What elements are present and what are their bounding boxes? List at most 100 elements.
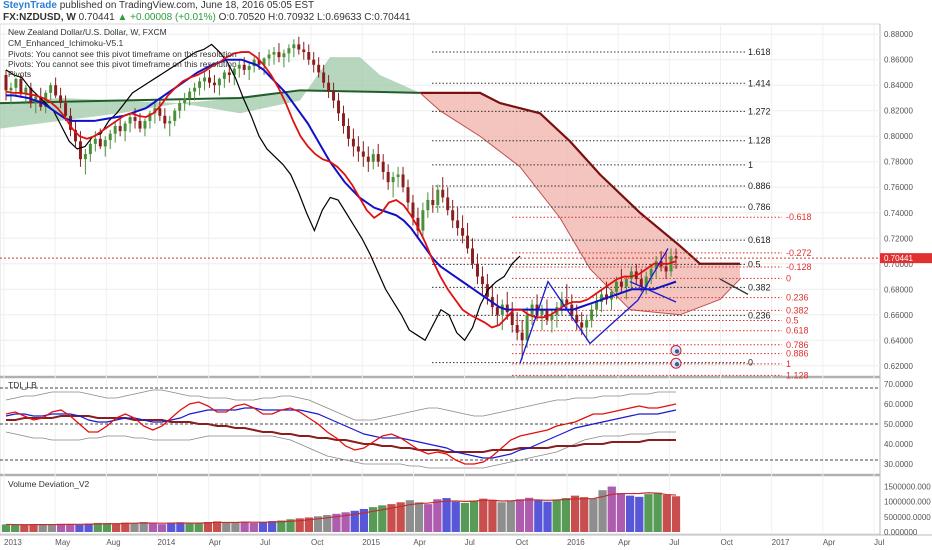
time-tick-label: Apr (823, 538, 836, 547)
candle-body (158, 108, 162, 116)
symbol[interactable]: FX:NZDUSD, W (3, 12, 76, 23)
candle-body (654, 261, 658, 269)
candle-body (217, 78, 221, 86)
volume-bar (258, 522, 268, 532)
last-price-tag: 0.70441 (880, 253, 932, 264)
published-text: published on TradingView.com, June 18, 2… (59, 0, 315, 11)
fib-ext-label: 0.886 (786, 349, 809, 359)
fib-ext-label: -0.128 (786, 262, 812, 272)
tdi-label[interactable]: TDI_LB (8, 380, 37, 390)
volume-bar (644, 494, 653, 532)
volume-tick-label: 500000.0000 (884, 513, 931, 522)
candle-body (500, 304, 504, 315)
candle-body (302, 49, 306, 53)
publisher-name[interactable]: SteynTrade (3, 0, 57, 11)
fib-ext-label: 0.382 (786, 305, 809, 315)
volume-bar (157, 524, 167, 532)
candle-body (580, 322, 584, 328)
candle-body (644, 276, 648, 287)
volume-bar (102, 523, 112, 532)
price-tick-label: 0.84000 (884, 81, 913, 90)
main-pane[interactable] (0, 23, 881, 377)
time-tick-label: Apr (618, 538, 631, 547)
tdi-tick-label: 60.0000 (884, 400, 913, 409)
candle-body (590, 309, 594, 320)
candle-body (69, 115, 73, 130)
ichimoku-cloud-bear (420, 92, 740, 315)
price-tick-label: 0.70000 (884, 260, 913, 269)
volume-bar (405, 500, 414, 532)
price-tick-label: 0.68000 (884, 285, 913, 294)
fib-level-label: 1.128 (748, 136, 771, 146)
candle-body (327, 82, 331, 92)
volume-label[interactable]: Volume Deviation_V2 (8, 479, 90, 489)
candle-body (560, 299, 564, 308)
volume-bar (313, 516, 323, 532)
time-tick-label: Jul (260, 538, 270, 547)
legend-indicator[interactable]: Pivots (8, 69, 31, 79)
volume-bar (249, 522, 258, 532)
legend-indicator[interactable]: Pivots: You cannot see this pivot timefr… (8, 49, 237, 59)
candle-body (297, 44, 301, 50)
candle-body (431, 200, 435, 206)
tdi-tick-label: 70.0000 (884, 380, 913, 389)
volume-bar (479, 498, 488, 532)
candle-body (600, 294, 604, 303)
fib-ext-label: 0.786 (786, 340, 809, 350)
candle-body (322, 72, 326, 83)
volume-bar (185, 523, 194, 532)
volume-bar (112, 523, 121, 532)
candle-body (59, 95, 63, 104)
fib-level-label: 1 (748, 160, 753, 170)
volume-bar (66, 524, 75, 532)
price-tick-label: 0.66000 (884, 311, 913, 320)
candle-body (312, 59, 316, 65)
candle-body (426, 200, 430, 211)
harmonic-pattern-line (519, 248, 669, 364)
volume-bar (662, 495, 671, 532)
volume-bar (506, 501, 515, 532)
volume-bar (580, 497, 589, 532)
fib-ext-label: 1 (786, 359, 791, 369)
volume-bar (451, 501, 460, 532)
candle-body (212, 82, 216, 86)
senkou-span-a-bear (419, 92, 741, 316)
volume-bar (222, 522, 231, 532)
volume-bar (268, 521, 277, 532)
candle-body (386, 171, 390, 183)
legend-indicator[interactable]: Pivots: You cannot see this pivot timefr… (8, 59, 237, 69)
candle-body (14, 78, 18, 88)
price-tick-label: 0.62000 (884, 362, 913, 371)
time-tick-label: May (55, 538, 70, 547)
fib-level-label: 1.618 (748, 47, 771, 57)
candle-body (614, 281, 618, 292)
candle-body (411, 202, 415, 218)
candle-body (282, 53, 286, 58)
price-tick-label: 0.76000 (884, 183, 913, 192)
legend-indicator[interactable]: CM_Enhanced_Ichimoku-V5.1 (8, 38, 124, 48)
candle-body (49, 85, 53, 93)
fib-ext-label: 0.236 (786, 293, 809, 303)
candle-body (24, 87, 28, 95)
volume-bar (635, 496, 644, 532)
candle-body (565, 299, 569, 305)
time-tick-label: Oct (720, 538, 733, 547)
time-tick-label: Jul (465, 538, 475, 547)
candle-body (292, 44, 296, 49)
candle-body (232, 68, 236, 76)
senkou-span-b (420, 91, 740, 265)
fib-level-label: 0.886 (748, 181, 771, 191)
tdi-tick-label: 30.0000 (884, 460, 913, 469)
volume-bar (1, 524, 11, 532)
candle-body (307, 52, 311, 60)
price-tick-label: 0.64000 (884, 336, 913, 345)
volume-bar (38, 524, 47, 532)
harmonic-pattern-leg (629, 281, 677, 303)
candle-body (391, 177, 395, 183)
fib-ext-label: -0.618 (786, 212, 812, 222)
candle-body (436, 189, 440, 206)
candle-body (272, 52, 276, 55)
chart-header: SteynTrade published on TradingView.com,… (0, 0, 932, 24)
candle-body (451, 210, 455, 221)
